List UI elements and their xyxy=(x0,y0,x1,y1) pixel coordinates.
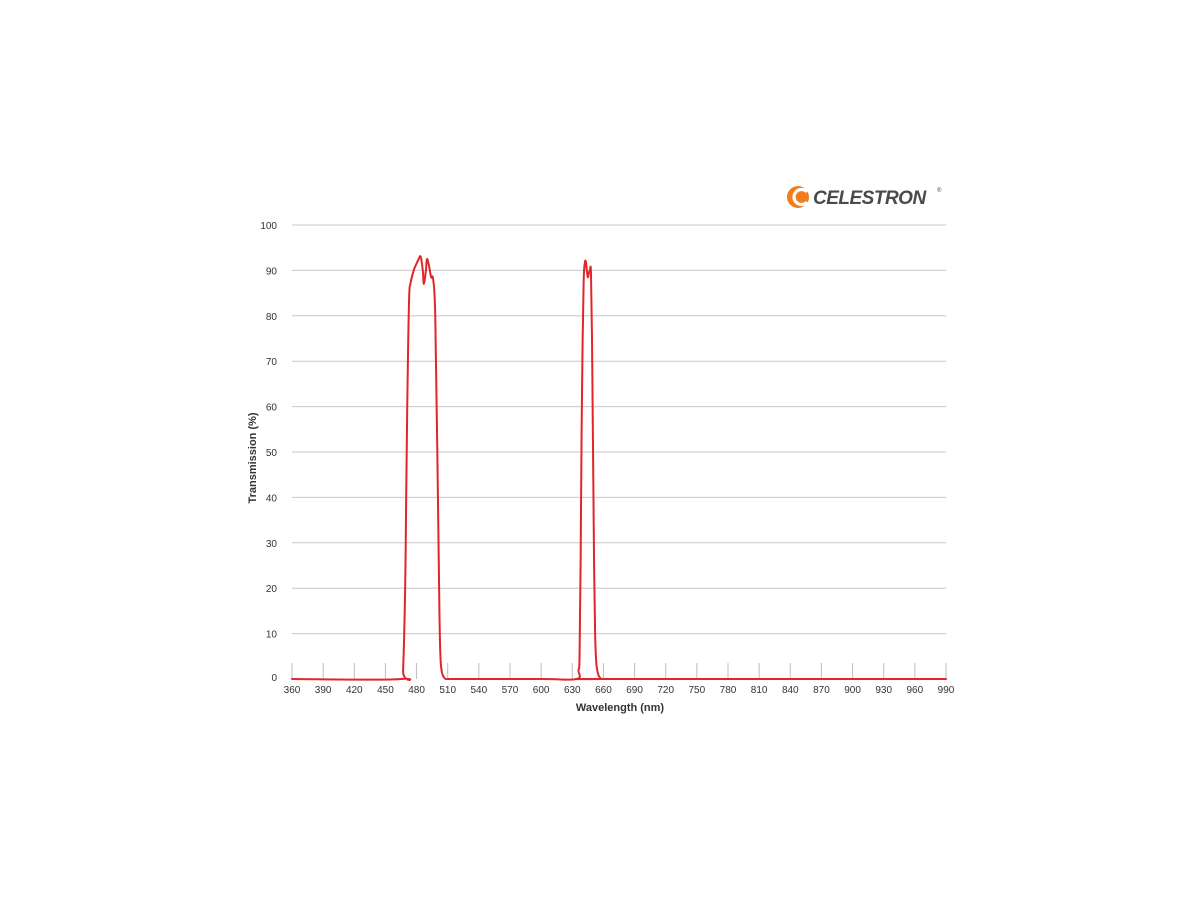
x-axis-title: Wavelength (nm) xyxy=(576,702,665,714)
x-tick-label-720: 720 xyxy=(657,685,674,696)
x-tick-label-840: 840 xyxy=(782,685,799,696)
x-tick-label-750: 750 xyxy=(689,685,706,696)
x-tick-label-420: 420 xyxy=(346,685,363,696)
x-tick-labels: 360 390 420 450 480 510 540 570 600 630 660 690 720 7… xyxy=(284,685,955,696)
y-tick-label-0: 0 xyxy=(271,673,277,684)
x-tick-label-660: 660 xyxy=(595,685,612,696)
celestron-logo: CELESTRON ® xyxy=(787,186,942,209)
series-layer xyxy=(291,255,947,681)
y-tick-label-90: 90 xyxy=(266,266,278,277)
y-axis-title: Transmission (%) xyxy=(247,412,259,503)
y-tick-label-50: 50 xyxy=(266,448,278,459)
x-tick-label-570: 570 xyxy=(502,685,519,696)
x-tick-label-360: 360 xyxy=(284,685,301,696)
x-tick-label-630: 630 xyxy=(564,685,581,696)
y-tick-label-10: 10 xyxy=(266,630,278,641)
y-tick-label-100: 100 xyxy=(260,221,277,232)
x-tick-label-870: 870 xyxy=(813,685,830,696)
y-tick-label-70: 70 xyxy=(266,357,278,368)
y-tick-label-40: 40 xyxy=(266,493,278,504)
x-tick-label-510: 510 xyxy=(439,685,456,696)
x-tick-label-480: 480 xyxy=(408,685,425,696)
x-tick-label-960: 960 xyxy=(907,685,924,696)
grid-lines xyxy=(292,224,946,635)
y-tick-labels: 0 10 20 30 40 50 60 70 80 90 100 xyxy=(260,221,277,684)
x-tick-label-450: 450 xyxy=(377,685,394,696)
x-tick-label-810: 810 xyxy=(751,685,768,696)
y-tick-label-30: 30 xyxy=(266,539,278,550)
x-tick-label-900: 900 xyxy=(844,685,861,696)
y-tick-label-60: 60 xyxy=(266,403,278,414)
x-tick-label-540: 540 xyxy=(471,685,488,696)
series-line-0 xyxy=(291,255,947,681)
x-tick-marks xyxy=(291,663,947,679)
x-tick-label-690: 690 xyxy=(626,685,643,696)
celestron-swoosh-icon xyxy=(787,186,809,208)
y-tick-label-80: 80 xyxy=(266,312,278,323)
x-tick-label-600: 600 xyxy=(533,685,550,696)
logo-registered-mark: ® xyxy=(937,187,942,194)
x-tick-label-780: 780 xyxy=(720,685,737,696)
x-tick-label-990: 990 xyxy=(938,685,955,696)
y-tick-label-20: 20 xyxy=(266,584,278,595)
x-tick-label-390: 390 xyxy=(315,685,332,696)
logo-text: CELESTRON xyxy=(813,188,927,209)
x-tick-label-930: 930 xyxy=(875,685,892,696)
